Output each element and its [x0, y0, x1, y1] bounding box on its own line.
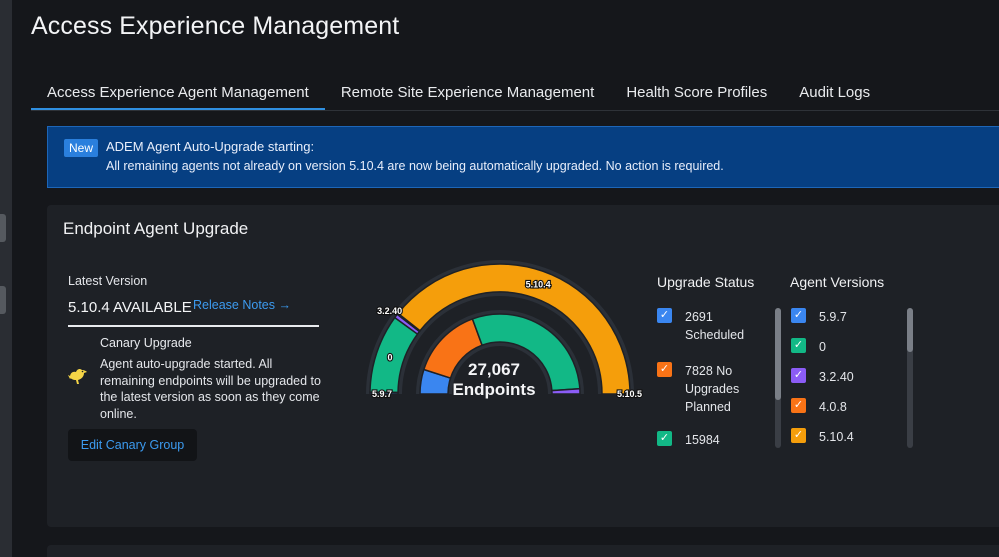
latest-version-value: 5.10.4 AVAILABLE [68, 299, 192, 316]
gauge-outer-ring [366, 260, 634, 395]
left-nav-strip [0, 0, 12, 557]
gauge-labels: 5.9.7 0 3.2.40 5.10.4 5.10.5 [371, 278, 643, 400]
latest-version-label: Latest Version [68, 274, 148, 288]
upgrade-status-scroll-thumb[interactable] [775, 308, 781, 400]
agent-versions-scroll-thumb[interactable] [907, 308, 913, 352]
page-title: Access Experience Management [31, 12, 400, 40]
tab-remote-site-experience-management[interactable]: Remote Site Experience Management [340, 84, 595, 101]
gauge-label-5-9-7: 5.9.7 [372, 389, 392, 399]
canary-upgrade-title: Canary Upgrade [100, 336, 192, 350]
latest-version-divider [68, 325, 319, 327]
tab-health-score-profiles[interactable]: Health Score Profiles [626, 84, 768, 101]
checkbox-checked-icon[interactable]: ✓ [791, 368, 806, 383]
gauge-label-0: 0 [387, 352, 392, 362]
endpoint-gauge-chart: 5.9.7 0 3.2.40 5.10.4 5.10.5 27,067 Endpoint… [366, 260, 643, 400]
gauge-center-value: 27,067 [468, 360, 520, 379]
upgrade-status-legend: ✓ 2691 Scheduled ✓ 7828 No Upgrades Plan… [657, 308, 767, 451]
card-title: Endpoint Agent Upgrade [63, 219, 249, 238]
agent-version-item-4-0-8[interactable]: ✓ 4.0.8 [791, 398, 901, 428]
nav-handle-bottom[interactable] [0, 286, 6, 314]
gauge-inner-ring [416, 310, 584, 395]
outer-ring-segment-4 [396, 263, 631, 395]
upgrade-status-item-upgraded[interactable]: ✓ 15984 Upgraded [657, 431, 767, 451]
checkbox-checked-icon[interactable]: ✓ [791, 308, 806, 323]
gauge-label-5-10-4: 5.10.4 [526, 279, 551, 289]
banner-text: All remaining agents not already on vers… [106, 159, 724, 173]
banner-title: ADEM Agent Auto-Upgrade starting: [106, 139, 315, 154]
agent-versions-scrollbar[interactable] [907, 308, 913, 448]
upgrade-status-title: Upgrade Status [657, 274, 755, 290]
tabs-divider [31, 110, 999, 111]
upgrade-status-item-no-upgrades[interactable]: ✓ 7828 No Upgrades Planned [657, 362, 767, 431]
upgrade-status-scrollbar[interactable] [775, 308, 781, 448]
tab-bar: Access Experience Agent Management Remot… [31, 78, 886, 110]
checkbox-checked-icon[interactable]: ✓ [657, 362, 672, 377]
checkbox-checked-icon[interactable]: ✓ [657, 308, 672, 323]
tab-audit-logs[interactable]: Audit Logs [799, 84, 871, 101]
checkbox-checked-icon[interactable]: ✓ [657, 431, 672, 446]
inner-ring-segment-3 [551, 387, 581, 395]
gauge-label-3-2-40: 3.2.40 [377, 306, 402, 316]
checkbox-checked-icon[interactable]: ✓ [791, 398, 806, 413]
agent-version-item-0[interactable]: ✓ 0 [791, 338, 901, 368]
canary-bird-icon [68, 368, 87, 384]
endpoint-agent-upgrade-card: Endpoint Agent Upgrade Latest Version 5.… [47, 205, 999, 527]
agent-version-item-5-10-4[interactable]: ✓ 5.10.4 [791, 428, 901, 451]
checkbox-checked-icon[interactable]: ✓ [791, 338, 806, 353]
auto-upgrade-banner: New ADEM Agent Auto-Upgrade starting: Al… [47, 126, 999, 188]
canary-upgrade-text: Agent auto-upgrade started. All remainin… [100, 357, 321, 421]
edit-canary-group-button[interactable]: Edit Canary Group [68, 429, 197, 461]
upgrade-status-item-scheduled[interactable]: ✓ 2691 Scheduled [657, 308, 767, 362]
tab-access-experience-agent-management[interactable]: Access Experience Agent Management [31, 78, 325, 110]
release-notes-link[interactable]: Release Notes → [193, 298, 291, 312]
agent-version-item-5-9-7[interactable]: ✓ 5.9.7 [791, 308, 901, 338]
new-badge: New [64, 139, 99, 157]
agent-versions-title: Agent Versions [790, 274, 885, 290]
agent-version-item-3-2-40[interactable]: ✓ 3.2.40 [791, 368, 901, 398]
gauge-center-label: Endpoints [452, 380, 535, 399]
checkbox-checked-icon[interactable]: ✓ [791, 428, 806, 443]
agent-versions-legend: ✓ 5.9.7 ✓ 0 ✓ 3.2.40 ✓ 4.0.8 ✓ 5.10.4 [791, 308, 901, 451]
gauge-label-5-10-5: 5.10.5 [617, 389, 642, 399]
next-card [47, 545, 999, 557]
nav-handle-top[interactable] [0, 214, 6, 242]
